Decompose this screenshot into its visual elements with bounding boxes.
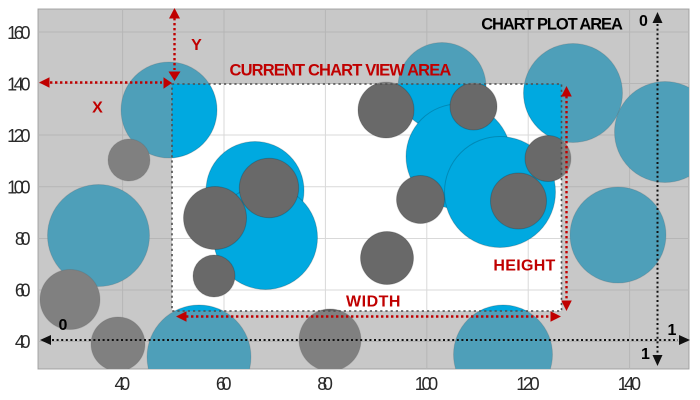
svg-text:80: 80	[15, 229, 31, 249]
svg-text:100: 100	[7, 178, 30, 198]
svg-text:60: 60	[15, 281, 31, 301]
svg-text:40: 40	[15, 332, 31, 352]
svg-text:0: 0	[59, 317, 68, 334]
svg-text:1: 1	[641, 346, 650, 363]
svg-text:CHART PLOT AREA: CHART PLOT AREA	[481, 16, 623, 34]
svg-text:WIDTH: WIDTH	[346, 294, 401, 311]
svg-text:X: X	[92, 100, 103, 117]
svg-text:1: 1	[668, 322, 677, 339]
svg-text:0: 0	[639, 13, 648, 30]
svg-text:Y: Y	[191, 37, 202, 54]
svg-text:160: 160	[7, 23, 30, 43]
svg-text:HEIGHT: HEIGHT	[493, 258, 555, 275]
svg-text:120: 120	[516, 374, 539, 394]
svg-text:140: 140	[618, 374, 641, 394]
svg-text:120: 120	[7, 126, 30, 146]
svg-text:80: 80	[317, 374, 333, 394]
svg-text:100: 100	[415, 374, 438, 394]
svg-text:CURRENT CHART VIEW AREA: CURRENT CHART VIEW AREA	[230, 62, 452, 80]
svg-text:40: 40	[115, 374, 131, 394]
svg-text:140: 140	[7, 75, 30, 95]
svg-text:60: 60	[216, 374, 232, 394]
